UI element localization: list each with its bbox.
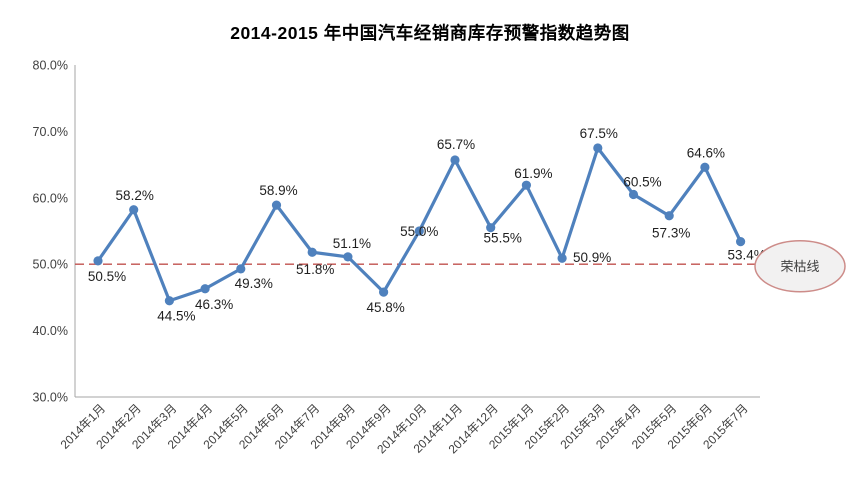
data-point bbox=[557, 253, 567, 263]
data-label: 50.5% bbox=[88, 269, 126, 284]
data-point bbox=[271, 200, 282, 210]
data-label: 58.2% bbox=[116, 188, 154, 203]
y-tick-label: 30.0% bbox=[33, 391, 68, 405]
chart-title: 2014-2015 年中国汽车经销商库存预警指数趋势图 bbox=[230, 23, 630, 43]
data-point bbox=[700, 162, 710, 172]
data-point bbox=[164, 296, 174, 306]
data-label: 55.5% bbox=[484, 231, 522, 246]
y-tick-label: 80.0% bbox=[33, 59, 68, 73]
data-label: 44.5% bbox=[157, 309, 195, 324]
data-point bbox=[521, 180, 532, 190]
data-point bbox=[129, 205, 139, 215]
data-point bbox=[379, 287, 389, 297]
data-label: 60.5% bbox=[623, 174, 661, 189]
y-tick-label: 50.0% bbox=[33, 258, 68, 272]
data-point bbox=[414, 226, 424, 236]
data-point bbox=[200, 284, 210, 294]
data-label: 50.9% bbox=[573, 250, 611, 265]
data-point bbox=[343, 252, 353, 262]
data-point bbox=[486, 223, 496, 233]
data-point bbox=[450, 155, 460, 165]
y-tick-label: 40.0% bbox=[33, 324, 68, 338]
data-point bbox=[628, 189, 639, 200]
data-point bbox=[236, 264, 246, 274]
data-point bbox=[736, 237, 746, 247]
data-point bbox=[307, 247, 317, 257]
threshold-label: 荣枯线 bbox=[780, 259, 819, 274]
data-label: 51.1% bbox=[333, 236, 371, 251]
y-tick-label: 70.0% bbox=[33, 125, 68, 139]
y-tick-label: 60.0% bbox=[33, 191, 68, 205]
data-label: 45.8% bbox=[366, 300, 404, 315]
data-label: 64.6% bbox=[687, 145, 725, 160]
data-point bbox=[93, 256, 103, 266]
data-label: 57.3% bbox=[652, 226, 690, 241]
data-label: 65.7% bbox=[437, 137, 475, 152]
data-label: 49.3% bbox=[235, 276, 273, 291]
data-label: 58.9% bbox=[259, 183, 297, 198]
data-label: 55.0% bbox=[400, 224, 438, 239]
data-label: 51.8% bbox=[296, 262, 334, 277]
threshold-oval bbox=[754, 239, 846, 293]
data-point bbox=[664, 211, 674, 221]
data-label: 46.3% bbox=[195, 297, 233, 312]
data-label: 67.5% bbox=[580, 126, 618, 141]
data-label: 61.9% bbox=[514, 166, 552, 181]
data-point bbox=[593, 143, 603, 153]
